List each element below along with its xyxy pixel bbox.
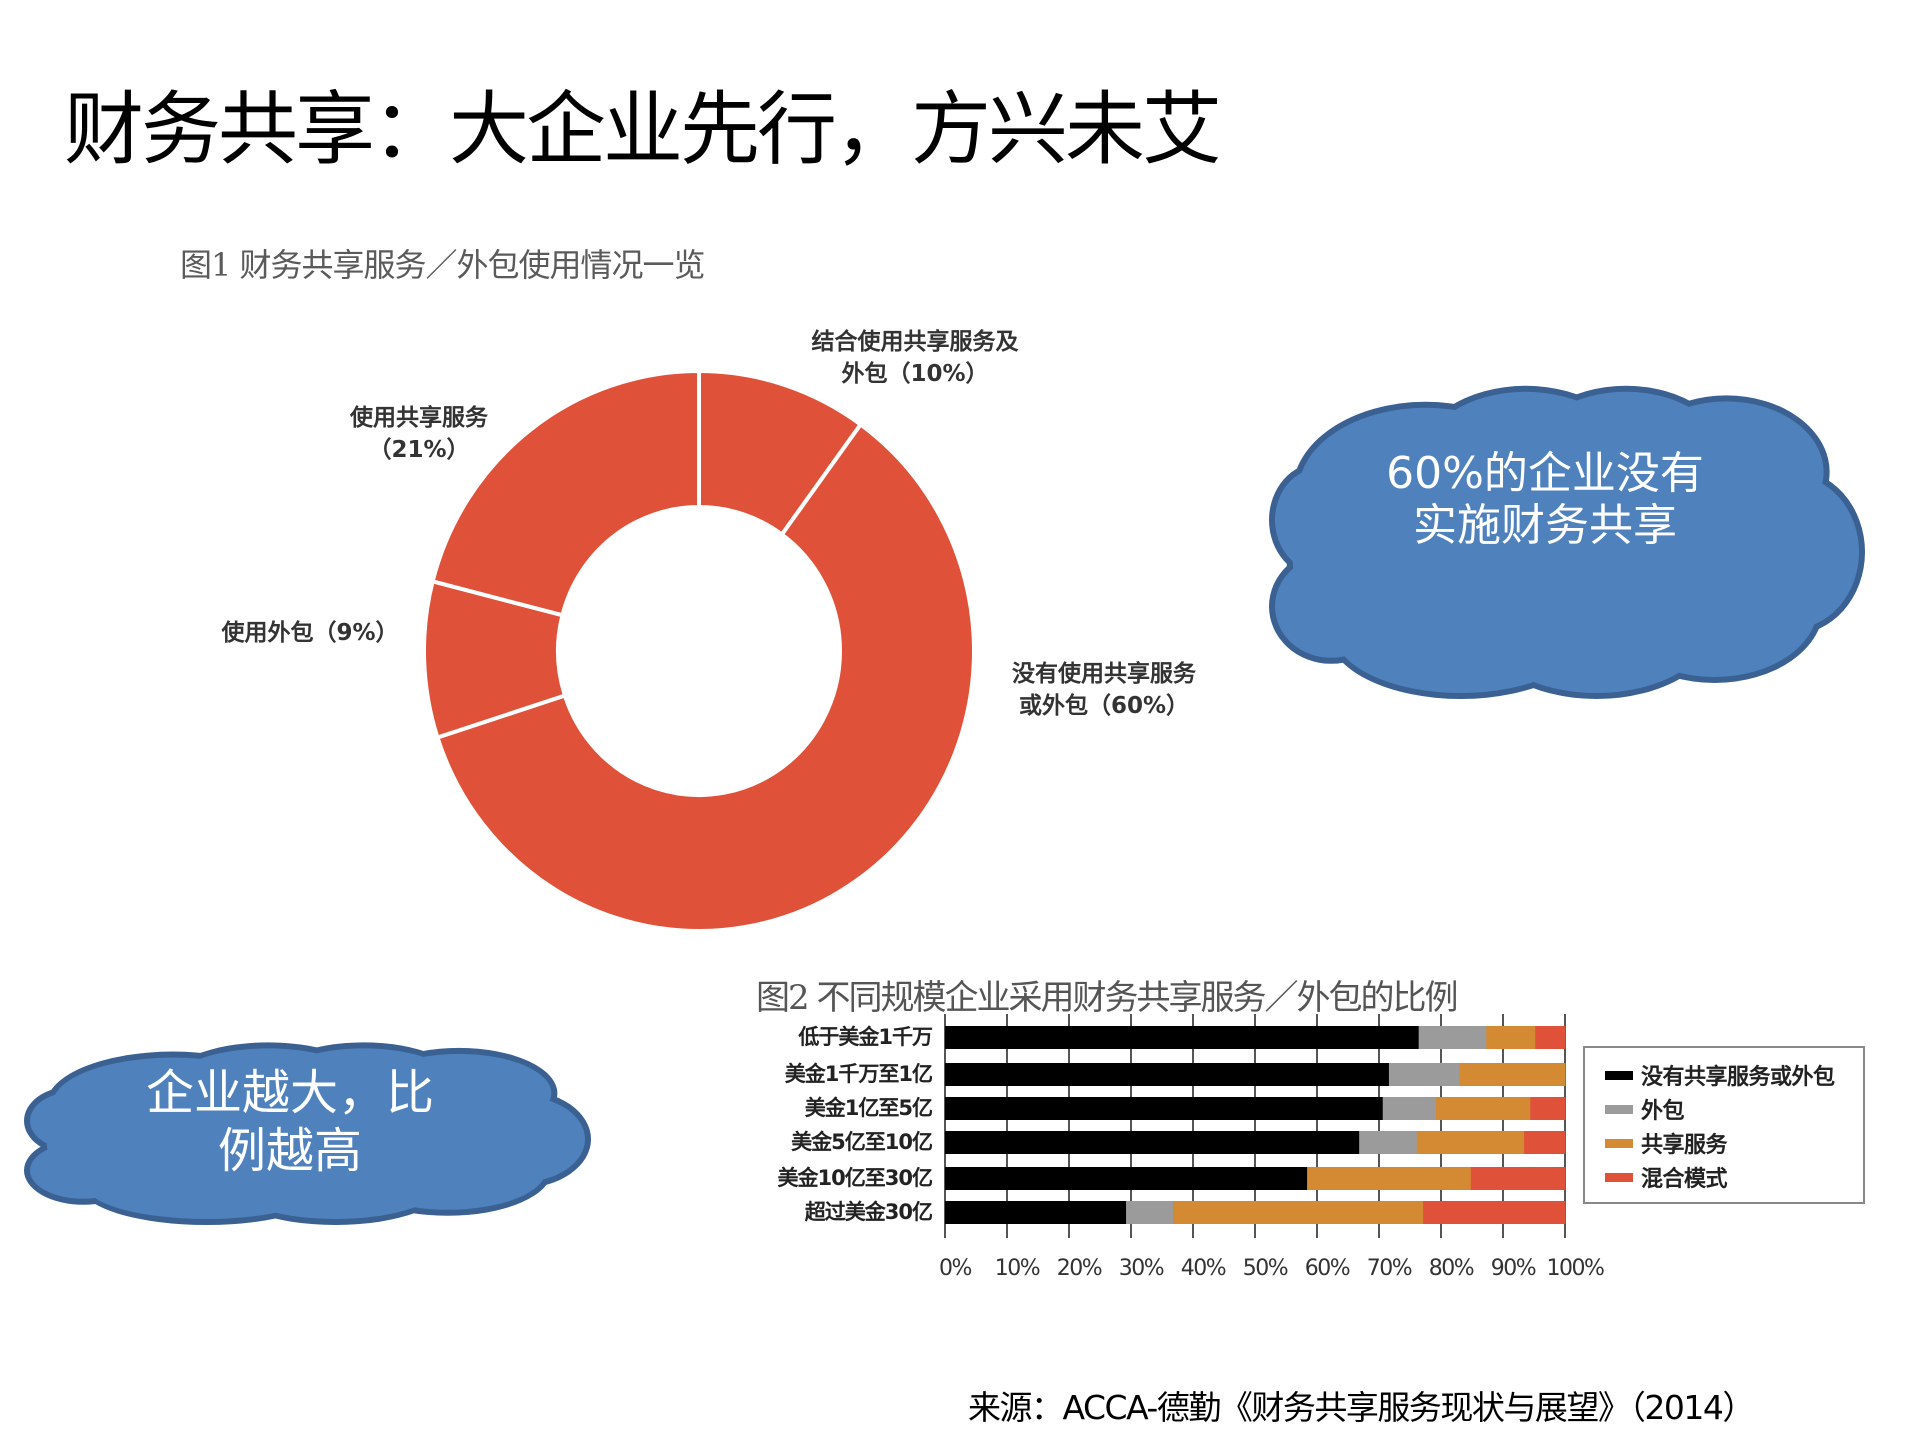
callout-text-top-right: 60%的企业没有 实施财务共享 (1345, 448, 1745, 552)
pie-label-line: 外包（10%） (841, 361, 989, 387)
cloud-callout-bottom-left (23, 1042, 591, 1225)
bar-segment (1486, 1026, 1536, 1049)
bar-category-labels: 低于美金1千万 美金1千万至1亿 美金1亿至5亿 美金5亿至10亿 美金10亿至… (700, 0, 933, 1440)
tick-label: 30% (1118, 1256, 1165, 1281)
pie-label-line: 没有使用共享服务 (1012, 661, 1196, 687)
bar-segment (1126, 1201, 1174, 1224)
bar-segment (1423, 1201, 1566, 1224)
legend-item-mixed: 混合模式 (1605, 1160, 1728, 1194)
bar-segment (945, 1063, 1390, 1086)
category-label: 美金10亿至30亿 (777, 1166, 933, 1190)
callout-line: 60%的企业没有 (1386, 448, 1704, 499)
page-title: 财务共享：大企业先行，方兴未艾 (64, 83, 1222, 176)
fig2-title: 图2 不同规模企业采用财务共享服务／外包的比例 (756, 978, 1458, 1018)
bar-chart-legend: 没有共享服务或外包 外包 共享服务 混合模式 (1583, 1046, 1865, 1204)
bar-segment (1307, 1167, 1472, 1190)
callout-line: 例越高 (217, 1123, 362, 1179)
tick-label: 60% (1304, 1256, 1351, 1281)
category-label: 超过美金30亿 (804, 1200, 933, 1224)
legend-label: 外包 (1641, 1099, 1685, 1124)
legend-item-none: 没有共享服务或外包 (1605, 1058, 1835, 1092)
legend-label: 混合模式 (1641, 1167, 1728, 1192)
category-label: 美金5亿至10亿 (791, 1130, 933, 1154)
fig1-caption: 图1 财务共享服务／外包使用情况一览 (180, 246, 706, 284)
bar-segment (945, 1026, 1420, 1049)
bar-segment (1524, 1131, 1566, 1154)
bar-segment (1530, 1097, 1566, 1120)
bar-segment (1470, 1167, 1566, 1190)
tick-label: 80% (1428, 1256, 1475, 1281)
donut-chart (422, 368, 976, 933)
pie-label-line: 或外包（60%） (1018, 693, 1190, 719)
donut-slice (430, 368, 701, 618)
legend-swatch-icon (1605, 1104, 1633, 1114)
bar-segment (945, 1097, 1384, 1120)
legend-swatch-icon (1605, 1070, 1633, 1080)
legend-label: 共享服务 (1641, 1133, 1728, 1158)
tick-label: 20% (1056, 1256, 1103, 1281)
bar-segment (1173, 1201, 1424, 1224)
bar-segment (1416, 1131, 1525, 1154)
bar-segment (945, 1201, 1127, 1224)
legend-swatch-icon (1605, 1172, 1633, 1182)
legend-label: 没有共享服务或外包 (1641, 1065, 1835, 1090)
callout-text-bottom-left: 企业越大，比 例越高 (90, 1064, 490, 1180)
pie-label-line: （21%） (368, 437, 470, 463)
stacked-bar-chart (944, 1014, 1566, 1238)
legend-swatch-icon (1605, 1138, 1633, 1148)
bar-segment (1459, 1063, 1566, 1086)
pie-label-outsource: 使用外包（9%） (214, 617, 406, 649)
tick-label: 50% (1242, 1256, 1289, 1281)
category-label: 美金1亿至5亿 (804, 1096, 933, 1120)
tick-label: 40% (1180, 1256, 1227, 1281)
tick-label: 10% (994, 1256, 1041, 1281)
bar-segment (1359, 1131, 1418, 1154)
callout-line: 企业越大，比 (145, 1065, 434, 1121)
pie-label-line: 使用共享服务 (350, 405, 488, 431)
pie-label-combined: 结合使用共享服务及 外包（10%） (797, 326, 1033, 390)
pie-label-shared: 使用共享服务 （21%） (334, 402, 504, 466)
tick-label: 70% (1366, 1256, 1413, 1281)
bar-segment (1535, 1026, 1566, 1049)
category-label: 低于美金1千万 (798, 1025, 933, 1049)
bar-segment (945, 1131, 1360, 1154)
source-citation: 来源：ACCA-德勤《财务共享服务现状与展望》（2014） (968, 1388, 1755, 1427)
cloud-callout-top-right (1269, 385, 1865, 699)
pie-label-none: 没有使用共享服务 或外包（60%） (993, 658, 1215, 722)
bar-segment (1388, 1063, 1461, 1086)
bar-segment (1382, 1097, 1437, 1120)
legend-item-outsource: 外包 (1605, 1092, 1685, 1126)
legend-item-shared: 共享服务 (1605, 1126, 1728, 1160)
tick-label: 0% (939, 1256, 972, 1281)
bar-segment (1418, 1026, 1487, 1049)
tick-label: 90% (1490, 1256, 1537, 1281)
tick-label: 100% (1546, 1256, 1605, 1281)
callout-line: 实施财务共享 (1413, 500, 1677, 551)
pie-label-line: 结合使用共享服务及 (811, 329, 1019, 355)
bar-segment (945, 1167, 1308, 1190)
pie-label-line: 使用外包（9%） (221, 620, 399, 646)
bar-segment (1436, 1097, 1531, 1120)
donut-slice (434, 421, 976, 933)
category-label: 美金1千万至1亿 (784, 1062, 933, 1086)
